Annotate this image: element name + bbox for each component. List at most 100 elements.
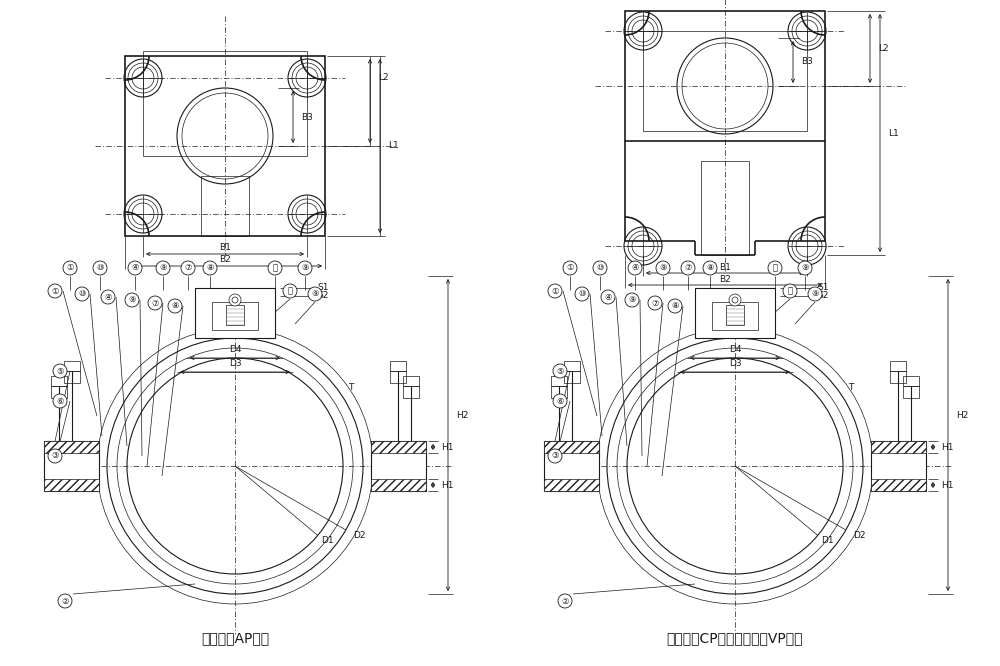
Circle shape (783, 284, 797, 298)
Circle shape (548, 284, 562, 298)
Text: ⑧: ⑧ (171, 302, 179, 310)
Text: ⑨: ⑨ (628, 296, 636, 304)
Text: ⑨: ⑨ (659, 264, 667, 272)
Text: ⑫: ⑫ (288, 286, 292, 296)
Bar (544, 479, 599, 491)
Circle shape (575, 287, 589, 301)
Text: ⑤: ⑤ (556, 366, 564, 376)
Bar (195, 288, 275, 338)
Bar (64, 361, 80, 371)
Circle shape (768, 261, 782, 275)
Text: ⑥: ⑥ (556, 396, 564, 406)
Text: ②: ② (61, 597, 69, 605)
Circle shape (558, 594, 572, 608)
Bar (212, 302, 226, 330)
Circle shape (648, 296, 662, 310)
Text: H2: H2 (956, 412, 968, 420)
Text: T: T (848, 383, 853, 392)
Text: ②: ② (561, 597, 569, 605)
Circle shape (625, 293, 639, 307)
Bar (551, 386, 567, 398)
Text: H1: H1 (441, 480, 454, 490)
Circle shape (93, 261, 107, 275)
Bar (44, 441, 99, 453)
Text: ⑥: ⑥ (56, 396, 64, 406)
Text: ⑩: ⑩ (578, 290, 586, 298)
Text: T: T (348, 383, 353, 392)
Text: D3: D3 (229, 360, 241, 368)
Circle shape (181, 261, 195, 275)
Circle shape (75, 287, 89, 301)
Text: ④: ④ (131, 264, 139, 272)
Circle shape (53, 364, 67, 378)
Text: ④: ④ (104, 292, 112, 302)
Text: H1: H1 (941, 480, 954, 490)
Text: ⑧: ⑧ (206, 264, 214, 272)
Bar (695, 288, 725, 338)
Text: ①: ① (66, 264, 74, 272)
Bar (890, 371, 906, 383)
Text: L1: L1 (888, 129, 899, 137)
Circle shape (229, 294, 241, 306)
Circle shape (553, 364, 567, 378)
Text: H2: H2 (456, 412, 468, 420)
Text: S2: S2 (317, 292, 328, 300)
Text: ④: ④ (631, 264, 639, 272)
Bar (890, 361, 906, 371)
Circle shape (601, 290, 615, 304)
Circle shape (283, 284, 297, 298)
Circle shape (48, 449, 62, 463)
Bar (390, 371, 406, 383)
Text: B1: B1 (219, 244, 231, 252)
Circle shape (63, 261, 77, 275)
Circle shape (53, 394, 67, 408)
Bar (695, 288, 775, 338)
Circle shape (628, 261, 642, 275)
Text: B3: B3 (301, 113, 313, 121)
Circle shape (48, 284, 62, 298)
Circle shape (729, 294, 741, 306)
Bar (903, 386, 919, 398)
Bar (625, 11, 825, 141)
Text: ⑨: ⑨ (301, 264, 309, 272)
Text: ⑧: ⑧ (671, 302, 679, 310)
Bar (44, 479, 99, 491)
Text: ④: ④ (604, 292, 612, 302)
Bar (226, 305, 244, 325)
Bar (390, 361, 406, 371)
Circle shape (168, 299, 182, 313)
Text: ⑫: ⑫ (772, 264, 778, 272)
Text: 石綿管（AP）用: 石綿管（AP）用 (201, 631, 269, 645)
Text: B1: B1 (719, 262, 731, 272)
Text: D2: D2 (354, 531, 366, 539)
Text: 鑄鉄管（CP）・塩ビ管（VP）用: 鑄鉄管（CP）・塩ビ管（VP）用 (667, 631, 803, 645)
Bar (371, 441, 426, 453)
Bar (44, 441, 99, 491)
Bar (871, 441, 926, 453)
Text: D1: D1 (321, 536, 334, 545)
Text: ⑫: ⑫ (788, 286, 792, 296)
Circle shape (668, 299, 682, 313)
Text: ⑨: ⑨ (801, 264, 809, 272)
Bar (403, 386, 419, 398)
Circle shape (156, 261, 170, 275)
Bar (51, 376, 67, 386)
Text: H1: H1 (441, 442, 454, 452)
Text: D4: D4 (229, 346, 241, 354)
Text: ⑨: ⑨ (811, 290, 819, 298)
Bar (201, 176, 249, 236)
Text: D2: D2 (854, 531, 866, 539)
Bar (701, 161, 749, 255)
Bar (745, 288, 775, 338)
Circle shape (808, 287, 822, 301)
Bar (212, 302, 258, 330)
Bar (544, 441, 599, 453)
Bar (564, 371, 580, 383)
Circle shape (101, 290, 115, 304)
Bar (244, 302, 258, 330)
Circle shape (203, 261, 217, 275)
Bar (712, 302, 726, 330)
Circle shape (128, 261, 142, 275)
Text: S1: S1 (817, 284, 828, 292)
Bar (544, 441, 599, 491)
